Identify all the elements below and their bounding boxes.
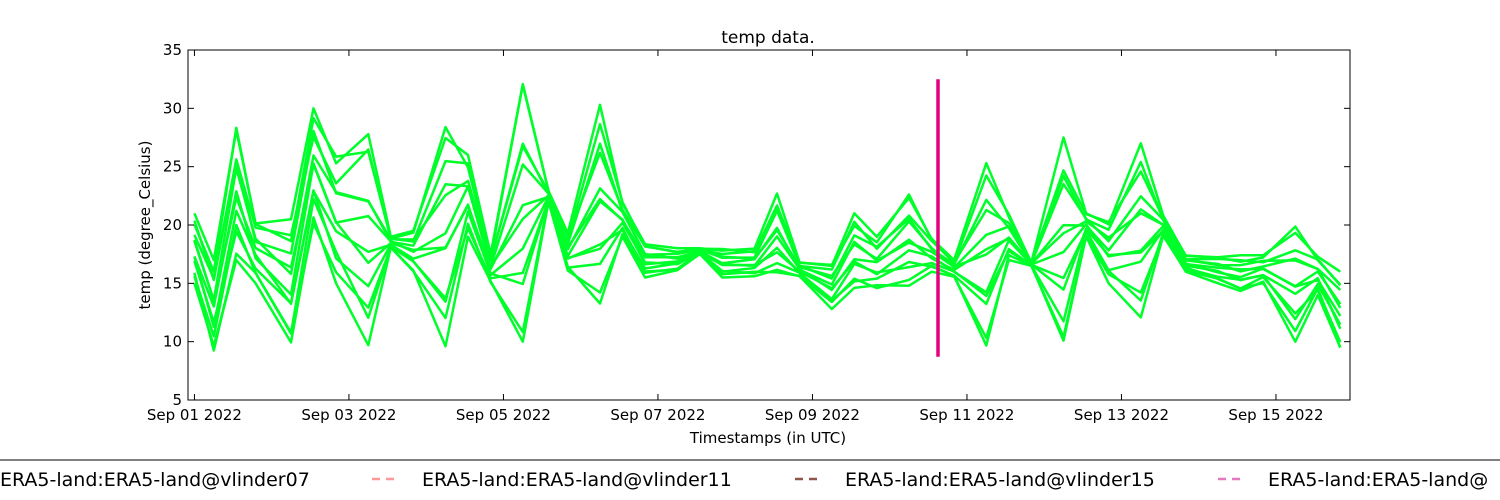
y-tick-label: 5: [172, 391, 182, 409]
x-axis: Sep 01 2022 Sep 03 2022 Sep 05 2022 Sep 07 …: [147, 50, 1324, 424]
x-tick-label: Sep 07 2022: [610, 406, 705, 424]
observation-lines: [193, 82, 1342, 352]
y-axis: 5 10 15 20 25 30 35: [163, 41, 1350, 409]
legend-label: ERA5-land:ERA5-land@vlinder11: [422, 469, 732, 491]
y-tick-label: 10: [163, 333, 182, 351]
observation-line: [193, 83, 1341, 273]
y-tick-label: 15: [163, 274, 182, 292]
observation-line: [193, 135, 1342, 287]
observation-line: [193, 189, 1342, 330]
observation-line: [193, 129, 1342, 291]
y-tick-label: 30: [163, 99, 182, 117]
legend: ERA5-land:ERA5-land@vlinder07 ERA5-land:E…: [0, 469, 1488, 491]
x-tick-label: Sep 01 2022: [147, 406, 242, 424]
y-tick-label: 35: [163, 41, 182, 59]
legend-label: ERA5-land:ERA5-land@vlinder07: [0, 469, 310, 491]
x-tick-label: Sep 03 2022: [301, 406, 396, 424]
y-tick-label: 25: [163, 158, 182, 176]
chart-title: temp data.: [721, 28, 815, 48]
observation-line: [193, 197, 1342, 343]
x-tick-label: Sep 15 2022: [1228, 406, 1323, 424]
x-axis-label: Timestamps (in UTC): [689, 429, 846, 447]
x-tick-label: Sep 05 2022: [456, 406, 551, 424]
y-axis-label: temp (degree_Celsius): [136, 141, 155, 310]
x-tick-label: Sep 11 2022: [919, 406, 1014, 424]
x-tick-label: Sep 13 2022: [1074, 406, 1169, 424]
x-tick-label: Sep 09 2022: [765, 406, 860, 424]
observation-line: [193, 82, 1342, 286]
legend-label: ERA5-land:ERA5-land@vlinder15: [845, 469, 1155, 491]
legend-label: ERA5-land:ERA5-land@: [1268, 469, 1488, 491]
y-tick-label: 20: [163, 216, 182, 234]
observation-line: [193, 162, 1342, 317]
